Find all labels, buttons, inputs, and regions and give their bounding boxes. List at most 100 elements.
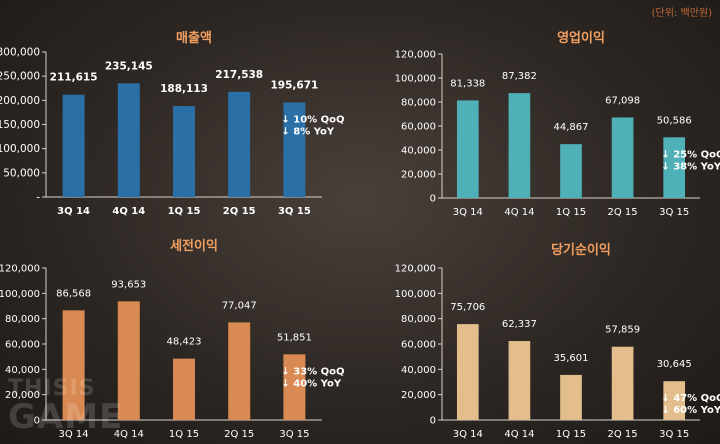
pretax-profit-category-label: 3Q 15: [279, 429, 309, 440]
operating-profit-y-tick-label: 60,000: [401, 122, 436, 133]
operating-profit-category-label: 3Q 14: [453, 207, 483, 218]
revenue-category-label: 3Q 14: [57, 206, 90, 217]
operating-profit-category-label: 4Q 14: [504, 207, 534, 218]
operating-profit-bar-value-label: 81,338: [450, 78, 485, 89]
net-profit-y-tick-label: 20,000: [401, 390, 436, 401]
pretax-profit-y-tick-label: 40,000: [5, 365, 40, 376]
pretax-profit-category-label: 2Q 15: [224, 429, 254, 440]
net-profit-bar-value-label: 75,706: [450, 302, 485, 313]
net-profit-change-annotation: ↓ 60% YoY: [661, 405, 720, 416]
net-profit-bar-value-label: 57,859: [605, 325, 640, 336]
net-profit-category-label: 2Q 15: [608, 429, 638, 440]
pretax-profit-category-label: 4Q 14: [114, 429, 144, 440]
operating-profit-bar: [560, 144, 582, 198]
pretax-profit-category-label: 3Q 14: [59, 429, 89, 440]
operating-profit-y-tick-label: 40,000: [401, 146, 436, 157]
revenue-bar-value-label: 195,671: [270, 79, 318, 91]
pretax-profit-bar-value-label: 86,568: [56, 288, 91, 299]
unit-note: (단위: 백만원): [651, 8, 712, 19]
operating-profit-y-tick-label: 20,000: [401, 170, 436, 181]
revenue-category-label: 3Q 15: [278, 206, 311, 217]
operating-profit-change-annotation: ↓ 25% QoQ: [661, 149, 720, 160]
pretax-profit-bar: [228, 322, 251, 420]
net-profit-y-tick-label: 40,000: [401, 365, 436, 376]
operating-profit-bar: [611, 117, 634, 198]
net-profit-category-label: 3Q 15: [659, 429, 689, 440]
operating-profit-bar-value-label: 44,867: [554, 122, 589, 133]
pretax-profit-y-tick-label: 120,000: [0, 264, 40, 275]
pretax-profit-y-tick-label: 60,000: [5, 340, 40, 351]
net-profit-category-label: 3Q 14: [453, 429, 483, 440]
revenue-bar-value-label: 235,145: [105, 60, 153, 72]
revenue-y-tick-label: 200,000: [0, 95, 40, 107]
operating-profit-y-tick-label: 120,000: [395, 50, 436, 61]
revenue-bar-value-label: 217,538: [215, 69, 263, 81]
revenue-y-tick-label: 250,000: [0, 71, 40, 83]
pretax-profit-y-tick-label: 20,000: [5, 390, 40, 401]
revenue-bar-value-label: 211,615: [50, 72, 98, 84]
net-profit-category-label: 1Q 15: [556, 429, 586, 440]
operating-profit-bar: [456, 100, 479, 198]
net-profit-y-tick-label: 0: [430, 416, 436, 427]
operating-profit-bar-value-label: 50,586: [657, 115, 692, 126]
operating-profit-bar-value-label: 67,098: [605, 95, 640, 106]
pretax-profit-y-tick-label: 0: [34, 416, 40, 427]
pretax-profit-category-label: 1Q 15: [169, 429, 199, 440]
pretax-profit-bar-value-label: 51,851: [277, 332, 312, 343]
net-profit-y-tick-label: 60,000: [401, 340, 436, 351]
revenue-y-tick-label: 100,000: [0, 143, 40, 155]
net-profit-y-tick-label: 120,000: [395, 264, 436, 275]
pretax-profit-bar: [283, 354, 306, 420]
pretax-profit-bar: [173, 358, 195, 420]
operating-profit-bar: [508, 93, 531, 198]
operating-profit-chart-title: 영업이익: [557, 30, 605, 46]
net-profit-bar: [508, 341, 531, 420]
operating-profit-y-tick-label: 100,000: [395, 74, 436, 85]
net-profit-change-annotation: ↓ 47% QoQ: [661, 393, 720, 404]
operating-profit-bar-value-label: 87,382: [502, 71, 537, 82]
net-profit-bar: [560, 374, 582, 420]
watermark-line2: GAME: [8, 397, 124, 437]
pretax-profit-change-annotation: ↓ 33% QoQ: [281, 366, 344, 377]
net-profit-bar: [663, 381, 686, 420]
pretax-profit-bar-value-label: 48,423: [167, 337, 202, 348]
pretax-profit-y-tick-label: 80,000: [5, 314, 40, 325]
revenue-bar-value-label: 188,113: [160, 83, 208, 95]
operating-profit-category-label: 3Q 15: [659, 207, 689, 218]
revenue-chart-title: 매출액: [176, 30, 212, 46]
watermark-line1: THISIS: [8, 376, 96, 401]
net-profit-y-tick-label: 80,000: [401, 314, 436, 325]
revenue-bar: [283, 102, 306, 197]
operating-profit-change-annotation: ↓ 38% YoY: [661, 161, 720, 172]
net-profit-bar: [611, 346, 634, 420]
revenue-y-tick-label: 300,000: [0, 47, 40, 59]
revenue-bar: [173, 106, 195, 197]
operating-profit-bar: [663, 137, 686, 198]
operating-profit-y-tick-label: 80,000: [401, 98, 436, 109]
thisisgame-watermark: THISIS GAME: [8, 376, 124, 437]
pretax-profit-y-tick-label: 100,000: [0, 289, 40, 300]
revenue-category-label: 4Q 14: [112, 206, 145, 217]
pretax-profit-bar-value-label: 77,047: [222, 300, 257, 311]
revenue-bar: [117, 83, 140, 197]
operating-profit-category-label: 2Q 15: [608, 207, 638, 218]
pretax-profit-bar: [62, 310, 85, 420]
pretax-profit-chart-title: 세전이익: [170, 238, 218, 254]
net-profit-bar-value-label: 35,601: [554, 353, 589, 364]
revenue-y-tick-label: 50,000: [3, 167, 40, 179]
net-profit-bar-value-label: 30,645: [657, 359, 692, 370]
revenue-y-tick-label: -: [36, 192, 40, 204]
revenue-change-annotation: ↓ 8% YoY: [281, 126, 335, 137]
revenue-change-annotation: ↓ 10% QoQ: [281, 114, 344, 125]
pretax-profit-change-annotation: ↓ 40% YoY: [281, 378, 341, 389]
revenue-bar: [62, 94, 85, 197]
revenue-bar: [228, 91, 251, 197]
net-profit-y-tick-label: 100,000: [395, 289, 436, 300]
revenue-category-label: 1Q 15: [168, 206, 201, 217]
revenue-y-tick-label: 150,000: [0, 119, 40, 131]
net-profit-bar: [456, 324, 479, 420]
operating-profit-y-tick-label: 0: [430, 194, 436, 205]
operating-profit-category-label: 1Q 15: [556, 207, 586, 218]
pretax-profit-bar-value-label: 93,653: [111, 279, 146, 290]
